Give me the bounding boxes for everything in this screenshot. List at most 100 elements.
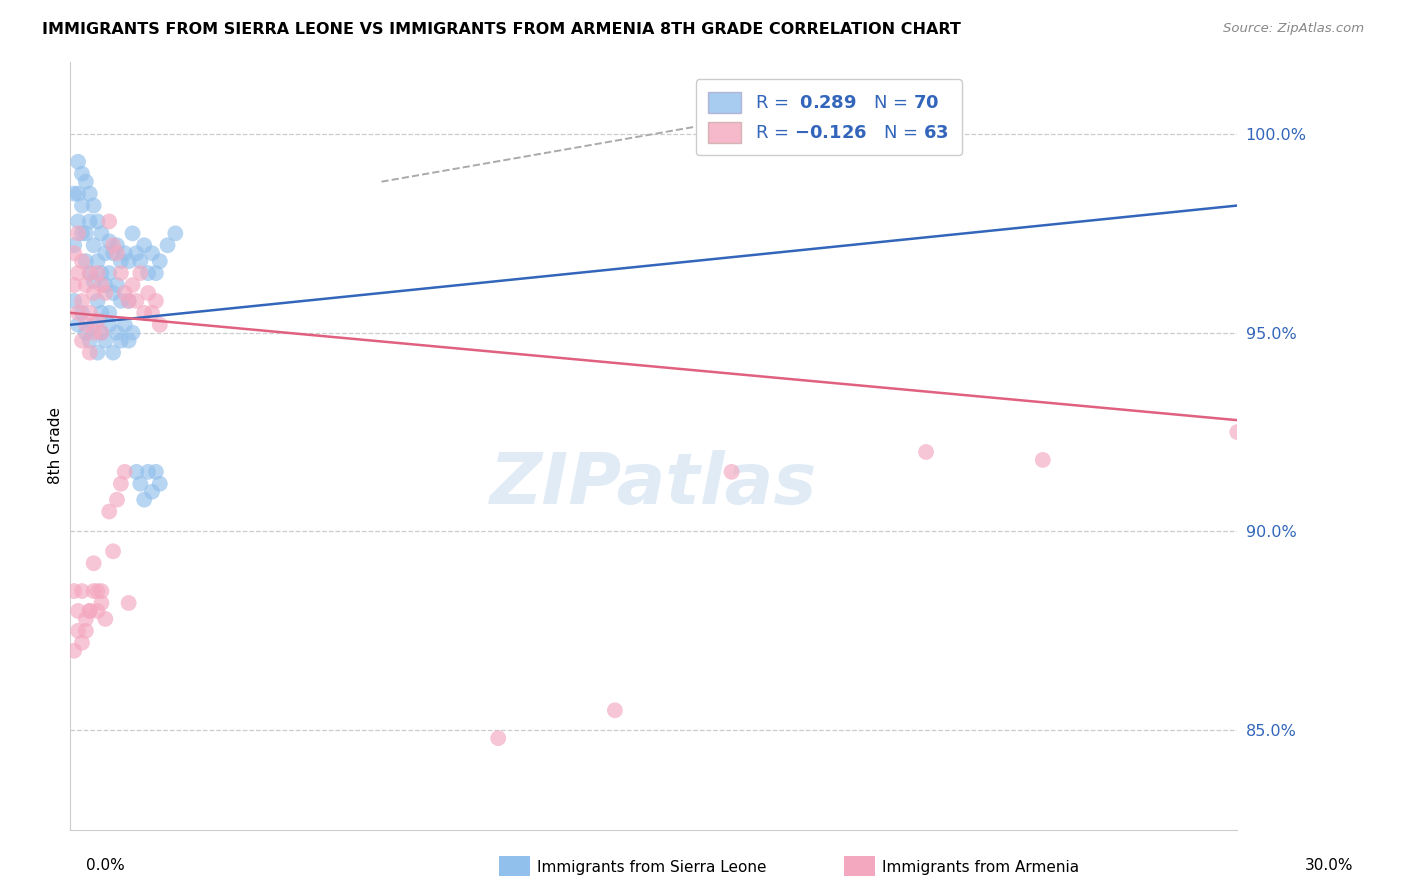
Point	[141, 306, 163, 320]
Point	[94, 612, 117, 626]
Point	[101, 246, 124, 260]
Point	[70, 227, 93, 241]
Point	[134, 306, 156, 320]
Point	[90, 584, 112, 599]
Point	[83, 198, 105, 212]
Point	[110, 334, 132, 348]
Point	[79, 306, 101, 320]
Point	[83, 326, 105, 340]
Point	[79, 604, 101, 618]
Point	[86, 266, 108, 280]
Point	[86, 314, 108, 328]
Point	[136, 285, 159, 300]
Point	[83, 584, 105, 599]
Point	[149, 254, 172, 268]
Point	[1032, 453, 1054, 467]
Point	[118, 254, 141, 268]
Point	[101, 285, 124, 300]
Point	[141, 246, 163, 260]
Point	[70, 167, 93, 181]
Point	[149, 476, 172, 491]
Point	[75, 175, 97, 189]
Point	[165, 227, 187, 241]
Point	[156, 238, 179, 252]
Point	[83, 285, 105, 300]
Text: Immigrants from Armenia: Immigrants from Armenia	[882, 860, 1078, 874]
Point	[67, 186, 90, 201]
Point	[101, 345, 124, 359]
Point	[83, 238, 105, 252]
Point	[79, 345, 101, 359]
Point	[110, 476, 132, 491]
Point	[63, 246, 86, 260]
Text: 30.0%: 30.0%	[1305, 858, 1353, 873]
Point	[486, 731, 509, 746]
Point	[94, 285, 117, 300]
Point	[83, 556, 105, 570]
Point	[121, 278, 143, 293]
Point	[63, 186, 86, 201]
Point	[70, 198, 93, 212]
Point	[79, 604, 101, 618]
Point	[83, 274, 105, 288]
Point	[86, 214, 108, 228]
Point	[125, 293, 148, 308]
Text: ZIPatlas: ZIPatlas	[491, 450, 817, 519]
Point	[134, 238, 156, 252]
Point	[105, 246, 128, 260]
Point	[79, 186, 101, 201]
Point	[121, 227, 143, 241]
Point	[90, 596, 112, 610]
Point	[63, 238, 86, 252]
Point	[63, 278, 86, 293]
Point	[110, 293, 132, 308]
Point	[67, 154, 90, 169]
Point	[118, 596, 141, 610]
Point	[118, 293, 141, 308]
Point	[70, 636, 93, 650]
Legend: R =  $\bf{0.289}$   N = $\bf{70}$, R = $\bf{-0.126}$   N = $\bf{63}$: R = $\bf{0.289}$ N = $\bf{70}$, R = $\bf…	[696, 79, 962, 155]
Point	[98, 235, 121, 249]
Point	[90, 326, 112, 340]
Point	[86, 345, 108, 359]
Point	[98, 306, 121, 320]
Point	[110, 266, 132, 280]
Point	[86, 254, 108, 268]
Point	[75, 326, 97, 340]
Point	[67, 227, 90, 241]
Point	[134, 492, 156, 507]
Point	[63, 293, 86, 308]
Point	[94, 246, 117, 260]
Point	[70, 254, 93, 268]
Point	[136, 465, 159, 479]
Point	[101, 544, 124, 558]
Point	[67, 306, 90, 320]
Point	[75, 318, 97, 332]
Point	[98, 266, 121, 280]
Point	[1226, 425, 1249, 439]
Point	[90, 278, 112, 293]
Point	[79, 266, 101, 280]
Point	[90, 326, 112, 340]
Point	[110, 254, 132, 268]
Point	[114, 465, 136, 479]
Point	[63, 584, 86, 599]
Point	[70, 293, 93, 308]
Point	[67, 266, 90, 280]
Point	[915, 445, 938, 459]
Point	[129, 476, 152, 491]
Point	[75, 624, 97, 638]
Point	[90, 306, 112, 320]
Point	[101, 238, 124, 252]
Point	[79, 266, 101, 280]
Y-axis label: 8th Grade: 8th Grade	[48, 408, 63, 484]
Point	[145, 266, 167, 280]
Point	[114, 285, 136, 300]
Point	[118, 293, 141, 308]
Point	[83, 318, 105, 332]
Point	[70, 584, 93, 599]
Point	[603, 703, 626, 717]
Point	[98, 318, 121, 332]
Point	[136, 266, 159, 280]
Point	[75, 227, 97, 241]
